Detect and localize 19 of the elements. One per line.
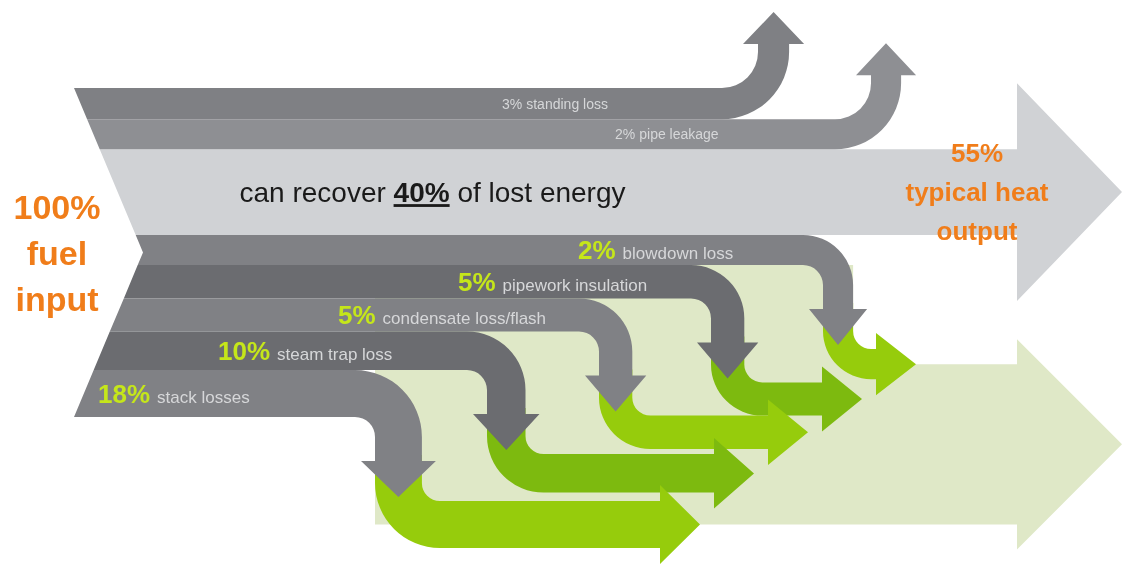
data-label: 2%: [615, 126, 636, 143]
category-label: stack losses: [157, 387, 250, 407]
data-label: 3%: [502, 95, 523, 112]
category-label: pipework insulation: [502, 275, 648, 295]
text: can recover 40% of lost energy: [239, 177, 626, 209]
data-label: 2%: [578, 235, 616, 266]
category-label: pipe leakage: [639, 126, 719, 143]
category-label: condensate loss/flash: [382, 308, 547, 328]
category-label: standing loss: [526, 95, 608, 112]
category-label: steam trap loss: [277, 344, 393, 364]
category-label: blowdown loss: [622, 244, 734, 264]
data-label: 5%: [458, 266, 496, 297]
data-label: 10%: [218, 335, 271, 366]
data-label: 18%: [98, 378, 151, 409]
category-label: fuel input: [15, 233, 99, 318]
category-label: typical heat output: [905, 177, 1049, 247]
data-label: 5%: [338, 299, 376, 330]
data-label: 100%: [13, 187, 101, 226]
data-label: 55%: [950, 138, 1004, 169]
